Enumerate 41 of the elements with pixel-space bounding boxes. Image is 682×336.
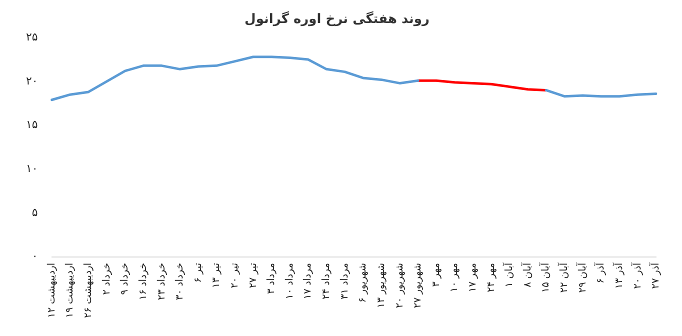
y-tick-label: ۲۰ [26, 74, 38, 88]
y-tick-label: ۵ [32, 206, 38, 219]
y-tick-label: ۱۰ [26, 162, 38, 176]
x-tick-label: ۱۵ آبان [538, 262, 552, 293]
x-tick-label: ۲۰ آذر [630, 262, 644, 289]
x-tick-label: ۲۴ مهر [486, 262, 497, 292]
x-tick-label: ۲۷ آذر [648, 262, 662, 289]
x-tick-label: ۸ آبان [520, 262, 534, 288]
x-tick-label: ۲۶ اردیبهشت [83, 262, 94, 318]
chart-title: روند هفتگی نرخ اوره گرانول [244, 11, 430, 28]
x-tick-label: ۲۹ آبان [575, 262, 588, 293]
x-tick-label: ۳۱ مرداد [339, 262, 350, 300]
x-tick-label: ۱۶ خرداد [138, 262, 149, 300]
x-tick-label: ۱۲ اردیبهشت [46, 262, 58, 318]
x-tick-label: ۲۰ تیر [229, 262, 240, 288]
x-tick-label: ۲ خرداد [101, 262, 112, 295]
x-tick-label: ۱۷ مهر [468, 262, 479, 292]
x-tick-label: ۲۰ شهریور [394, 262, 406, 308]
x-tick-label: ۳ مرداد [266, 262, 278, 294]
x-tick-label: ۲۴ مرداد [321, 262, 332, 300]
x-tick-label: ۶ شهریور [358, 262, 369, 303]
x-tick-label: ۳ مهر [430, 262, 442, 287]
x-tick-label: ۹ خرداد [120, 262, 131, 295]
y-tick-label: ۱۵ [26, 118, 38, 132]
x-tick-label: ۲۳ خرداد [156, 262, 168, 300]
x-tick-label: ۱ آبان [502, 262, 516, 288]
x-tick-label: ۱۷ مرداد [302, 262, 314, 300]
x-tick-label: ۱۳ شهریور [376, 262, 387, 308]
y-tick-label: ۰ [32, 250, 38, 263]
x-tick-label: ۲۷ تیر [248, 262, 259, 288]
x-tick-label: ۱۳ آذر [612, 262, 625, 289]
x-tick-label: ۱۹ اردیبهشت [64, 262, 76, 318]
x-tick-label: ۳۰ خرداد [174, 262, 186, 300]
y-tick-label: ۲۵ [26, 30, 38, 44]
x-tick-label: ۱۳ تیر [211, 262, 222, 288]
x-tick-label: ۲۲ آبان [557, 262, 570, 293]
x-tick-label: ۱۰ مرداد [284, 262, 296, 300]
x-tick-label: ۲۷ شهریور [412, 262, 424, 308]
x-tick-label: ۱۰ مهر [449, 262, 460, 292]
x-tick-label: ۶ آذر [594, 262, 607, 284]
x-tick-label: ۶ تیر [192, 262, 204, 283]
